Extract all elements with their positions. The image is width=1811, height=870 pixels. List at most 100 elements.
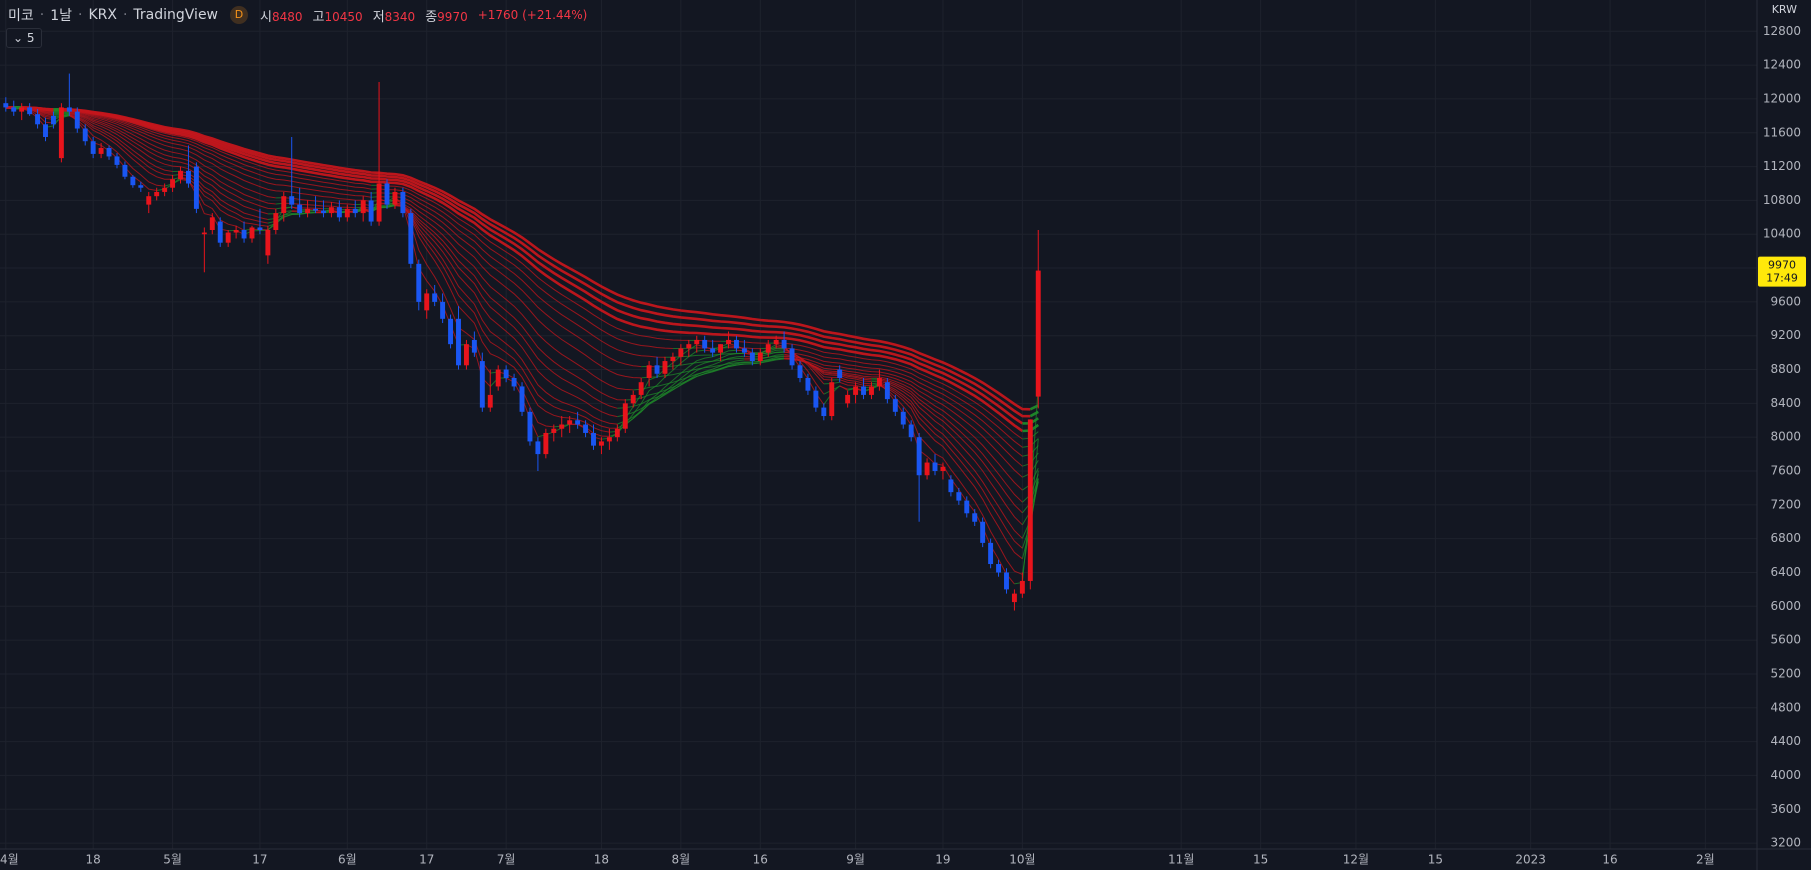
candle-body (980, 521, 986, 543)
candle-body (1011, 593, 1017, 603)
x-tick-label: 9월 (846, 853, 865, 867)
y-tick-label: 10800 (1763, 193, 1801, 207)
ma-line (61, 108, 1024, 433)
candle-body (257, 227, 263, 231)
candle-body (368, 200, 374, 222)
candle-body (424, 293, 430, 311)
candle-body (598, 441, 604, 446)
candle-body (861, 386, 866, 395)
candle-body (757, 352, 763, 362)
candle-body (66, 107, 72, 112)
ma-line (394, 205, 618, 418)
candle-body (797, 365, 803, 378)
currency: KRW (1772, 3, 1797, 16)
candle-body (416, 263, 422, 302)
ma-line (61, 108, 1031, 418)
y-tick-label: 12400 (1763, 58, 1801, 72)
candle-body (996, 564, 1002, 573)
candle-body (154, 191, 160, 197)
candle-body (471, 339, 477, 353)
ma-line (394, 203, 618, 429)
ma-line (784, 356, 872, 381)
candle-body (1019, 580, 1025, 594)
x-tick-label: 15 (1253, 853, 1268, 867)
y-tick-label: 12800 (1763, 24, 1801, 38)
candle-body (201, 232, 207, 235)
candle-body (58, 107, 64, 159)
candle-body (456, 318, 461, 366)
low-label: 저 (372, 9, 385, 25)
candle-body (265, 230, 271, 256)
x-tick-label: 18 (86, 853, 101, 867)
symbol[interactable]: 미코 (8, 8, 34, 24)
candle-body (630, 394, 636, 404)
candle-body (495, 369, 501, 387)
x-tick-label: 19 (935, 853, 950, 867)
y-tick-label: 3600 (1770, 802, 1801, 816)
candle-body (98, 147, 104, 154)
ma-line (69, 112, 276, 205)
ma-line (394, 192, 666, 358)
ma-line (879, 378, 1023, 503)
candle-body (82, 128, 88, 142)
candle-body (551, 428, 557, 433)
x-tick-label: 11월 (1168, 853, 1194, 867)
y-tick-label: 6000 (1770, 599, 1801, 613)
candle-body (749, 352, 755, 362)
candle-body (583, 424, 589, 433)
y-tick-label: 11200 (1763, 159, 1801, 173)
y-tick-label: 6400 (1770, 565, 1801, 579)
indicator-toggle[interactable]: ⌄ 5 (6, 28, 42, 48)
candle-body (741, 348, 747, 353)
candle-body (789, 348, 795, 366)
y-tick-label: 5600 (1770, 633, 1801, 647)
candle-body (27, 107, 33, 115)
y-tick-label: 10400 (1763, 227, 1801, 241)
candle-body (853, 386, 859, 395)
ma-line (696, 339, 721, 342)
candle-body (90, 141, 96, 154)
interval[interactable]: 1날 (50, 8, 73, 24)
candle-body (527, 411, 533, 442)
candle-body (479, 361, 485, 408)
y-tick-label: 8000 (1770, 430, 1801, 444)
candle-body (932, 462, 938, 472)
candle-body (908, 424, 914, 438)
candle-body (829, 382, 835, 417)
candle-body (1004, 572, 1009, 590)
y-tick-label: 3200 (1770, 836, 1801, 850)
candle-body (138, 185, 144, 188)
x-tick-label: 4월 (0, 853, 19, 867)
candle-body (535, 441, 541, 455)
candle-body (487, 394, 493, 408)
x-tick-label: 16 (753, 853, 768, 867)
candle-body (567, 420, 573, 425)
candle-body (543, 432, 549, 455)
candle-body (360, 200, 366, 214)
indicator-count: 5 (26, 31, 35, 45)
candle-body (130, 176, 136, 186)
candle-body (178, 170, 183, 180)
ma-line (61, 111, 372, 202)
ma-line (69, 114, 173, 176)
candle-body (336, 207, 342, 218)
candle-body (511, 377, 517, 387)
x-tick-label: 10월 (1009, 853, 1035, 867)
high-value: 10450 (324, 9, 363, 24)
ma-line (370, 202, 396, 213)
candle-body (869, 386, 874, 395)
candle-body (733, 339, 739, 349)
ma-line (656, 357, 745, 368)
candle-body (392, 191, 398, 205)
ma-line (784, 358, 1023, 491)
y-tick-label: 8400 (1770, 396, 1801, 410)
y-tick-label: 5200 (1770, 666, 1801, 680)
candle-body (35, 114, 41, 125)
ma-line (394, 204, 626, 401)
candle-body (344, 208, 350, 218)
price-tag-value: 9970 (1768, 259, 1796, 272)
candle-body (646, 365, 652, 378)
x-tick-label: 5월 (163, 853, 182, 867)
candle-body (193, 166, 199, 209)
ma-line (69, 112, 276, 210)
